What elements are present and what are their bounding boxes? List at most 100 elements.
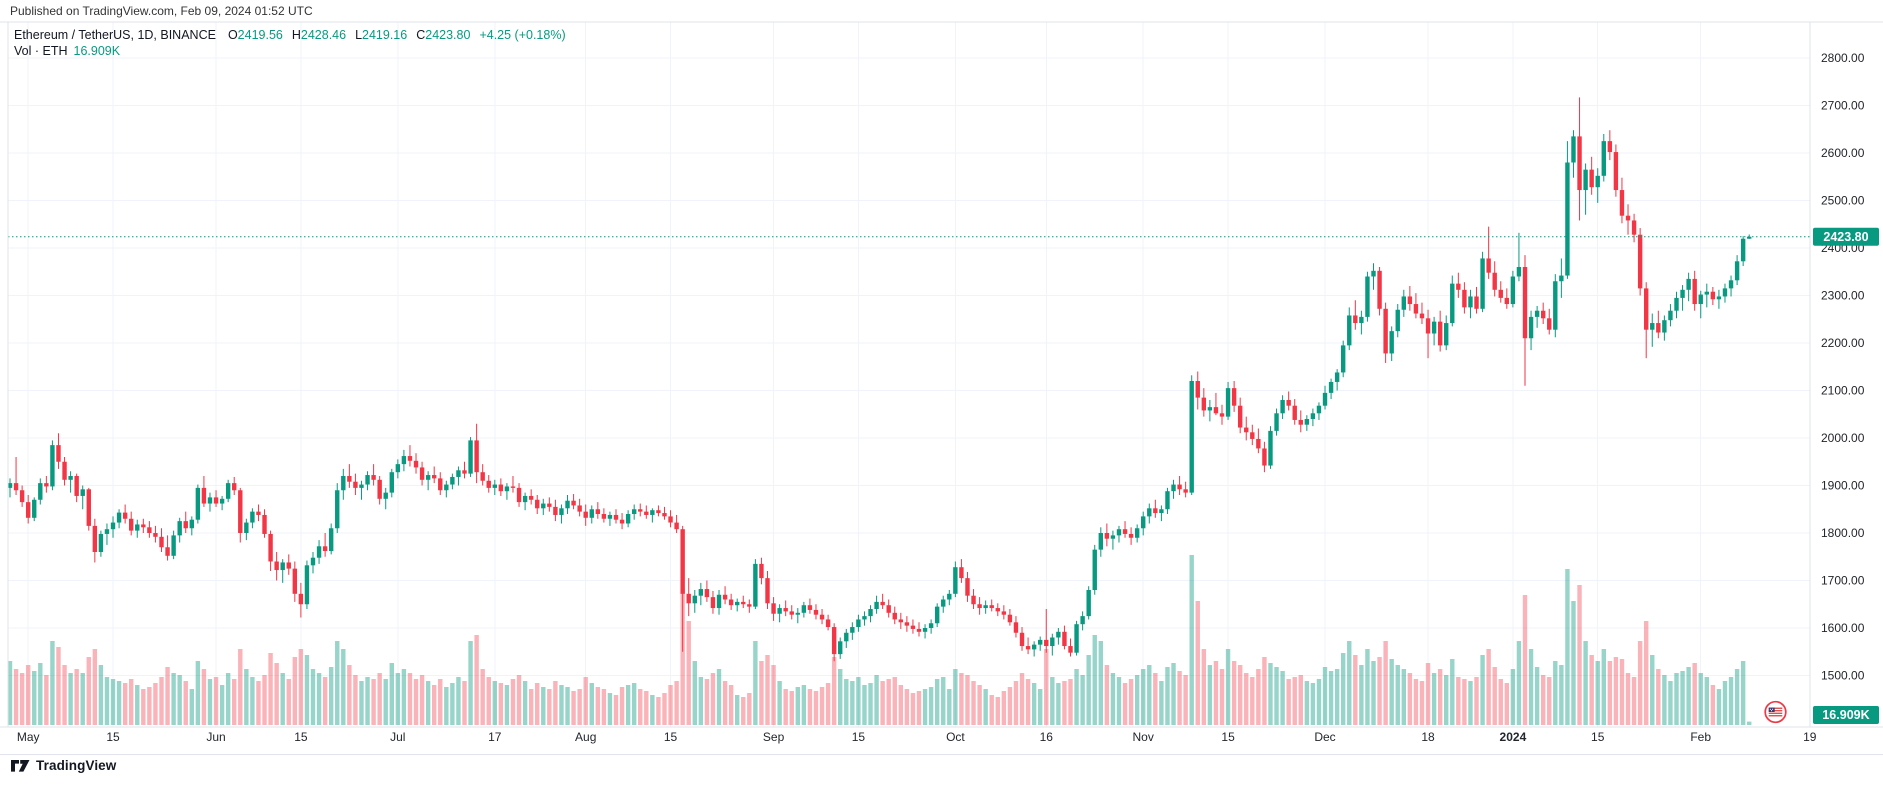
volume-bar (934, 679, 940, 725)
volume-bar (1322, 667, 1328, 725)
candle (892, 612, 897, 620)
volume-bar (244, 669, 249, 725)
candle (1092, 549, 1097, 591)
candle (147, 527, 152, 533)
time-axis-label: Oct (946, 730, 965, 744)
volume-bar (1092, 635, 1097, 725)
candle (589, 509, 594, 518)
candle (207, 497, 213, 504)
volume-bar (1074, 669, 1079, 725)
candle (965, 578, 970, 596)
volume-bar (498, 683, 504, 725)
candle (916, 628, 922, 632)
candle (1383, 308, 1388, 354)
tradingview-logo[interactable]: TradingView (11, 758, 116, 773)
volume-bar (147, 687, 152, 725)
volume-bar (98, 665, 104, 725)
candle (953, 567, 958, 594)
volume-bar (1571, 601, 1576, 725)
candle (1450, 283, 1455, 324)
candle (316, 546, 322, 558)
candle (1013, 622, 1019, 633)
time-axis-label: Aug (575, 730, 596, 744)
volume-bar (722, 681, 728, 725)
price-axis-label: 1800.00 (1821, 526, 1865, 540)
volume-bar (1165, 667, 1170, 725)
volume-badge: 16.909K (1813, 706, 1879, 724)
candle (1328, 381, 1334, 393)
candle (1510, 276, 1516, 305)
candle (1747, 236, 1752, 239)
volume-bar (650, 695, 655, 725)
candle (1031, 644, 1037, 650)
volume-bar (710, 673, 716, 725)
candle (225, 483, 231, 499)
candle (1038, 639, 1043, 645)
published-note: Published on TradingView.com, Feb 09, 20… (10, 4, 313, 18)
volume-bar (1747, 721, 1752, 725)
candle (1716, 296, 1722, 300)
candle (1480, 258, 1485, 309)
time-axis-label: Feb (1690, 730, 1711, 744)
volume-bar (1025, 679, 1031, 725)
candle (1134, 528, 1140, 538)
candle (1225, 388, 1231, 417)
volume-bar (1207, 665, 1213, 725)
volume-bar (44, 675, 49, 725)
candle (759, 563, 764, 579)
candle (728, 599, 734, 606)
volume-bar (1298, 675, 1303, 725)
volume-bar (765, 655, 770, 725)
candle (613, 514, 619, 520)
volume-bar (1262, 657, 1267, 725)
volume-bar (462, 681, 467, 725)
candle (1298, 419, 1303, 425)
candle (1534, 310, 1540, 317)
volume-bar (1583, 641, 1588, 725)
time-axis[interactable]: May 15 Jun 15 Jul 17 Aug 15 Sep 15 Oct 16 Nov 15 Dec 18… (17, 730, 1817, 744)
volume-bar (577, 689, 582, 725)
candle (704, 589, 710, 598)
volume-bar (1559, 665, 1564, 725)
volume-bar (341, 649, 346, 725)
candle (625, 514, 631, 524)
candle (401, 456, 407, 465)
volume-bar (80, 673, 85, 725)
volume-bar (56, 647, 61, 725)
volume-bar (1456, 677, 1461, 725)
volume-bar (1740, 661, 1746, 725)
volume-bar (1134, 675, 1140, 725)
price-axis-label: 2100.00 (1821, 384, 1865, 398)
candle (1407, 296, 1413, 305)
volume-bar (1080, 675, 1085, 725)
volume-bar (892, 677, 897, 725)
candle (1110, 535, 1116, 539)
candle (480, 472, 485, 481)
candle (98, 533, 104, 552)
time-axis-label: 15 (664, 730, 678, 744)
volume-bar (1474, 677, 1479, 725)
candle (1183, 489, 1188, 493)
volume-bar (595, 687, 601, 725)
candle (1080, 616, 1085, 625)
volume-bar (292, 657, 298, 725)
candle (1413, 304, 1419, 314)
volume-bar (771, 665, 776, 725)
candle (1322, 392, 1328, 406)
volume-bar (407, 673, 413, 725)
candle (1389, 331, 1394, 354)
volume-bar (971, 681, 976, 725)
price-axis[interactable]: 2800.002700.002600.002500.002400.002300.… (1821, 51, 1865, 683)
candle (353, 481, 358, 488)
volume-bar (365, 677, 370, 725)
volume-bar (1359, 665, 1364, 725)
volume-bar (1510, 669, 1516, 725)
volume-bar (904, 689, 910, 725)
tradingview-logo-text: TradingView (36, 758, 117, 773)
volume-bar (74, 669, 79, 725)
volume-bar (1286, 679, 1291, 725)
volume-bar (68, 673, 73, 725)
candle (425, 475, 431, 480)
